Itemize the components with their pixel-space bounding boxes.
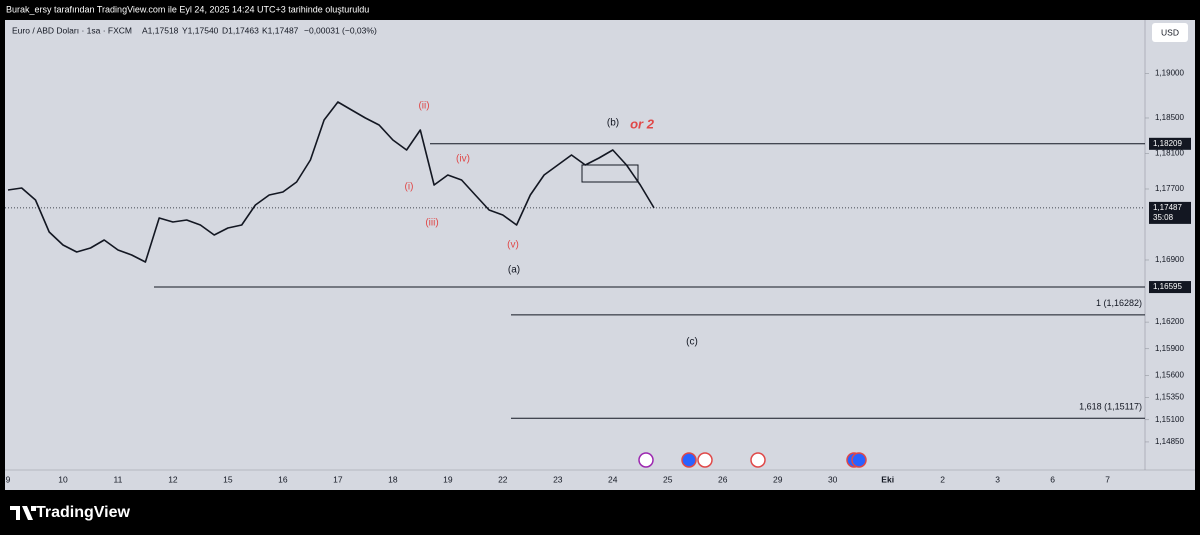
wave-label: (a) — [508, 265, 520, 276]
x-tick-label: 11 — [114, 474, 123, 484]
footer: TradingView — [36, 504, 131, 521]
x-tick-label: 19 — [443, 474, 453, 484]
x-tick-label: 9 — [6, 474, 11, 484]
ohlc: K1,17487 — [262, 25, 299, 35]
x-tick-label: 17 — [333, 474, 343, 484]
x-tick-label: 10 — [58, 474, 68, 484]
annotations: (ii) (i) (iii) (iv) (v) (a) (b) or 2 (c) — [405, 101, 698, 348]
level-label: 1,18209 — [1153, 139, 1182, 148]
event-icon[interactable] — [851, 452, 867, 468]
change: −0,00031 (−0,03%) — [304, 25, 377, 35]
x-tick-label: 15 — [223, 474, 233, 484]
ohlc: Y1,17540 — [182, 25, 219, 35]
event-icons — [638, 452, 867, 468]
x-tick-label: 25 — [663, 474, 673, 484]
x-tick-label: 30 — [828, 474, 838, 484]
current-price-box — [1149, 201, 1191, 224]
x-tick-label: 18 — [388, 474, 398, 484]
currency-button[interactable] — [1152, 23, 1188, 42]
y-tick-label: 1,17700 — [1155, 184, 1184, 193]
x-tick-label: 23 — [553, 474, 563, 484]
wave-label: (b) — [607, 118, 619, 129]
event-icon[interactable] — [638, 452, 654, 468]
level-box — [1149, 281, 1191, 294]
wave-label: (c) — [686, 337, 698, 348]
countdown: 35:08 — [1153, 213, 1174, 222]
level-box — [1149, 137, 1191, 150]
fib-label: 1 (1,16282) — [1096, 298, 1142, 308]
x-tick-label: 6 — [1050, 474, 1055, 484]
level-label: 1,16595 — [1153, 282, 1182, 291]
currency[interactable]: USD — [1161, 27, 1179, 37]
x-tick-label: 16 — [278, 474, 288, 484]
event-icon[interactable] — [750, 452, 766, 468]
symbol: Euro / ABD Doları · 1sa · FXCM — [12, 25, 132, 35]
x-tick-label: 2 — [940, 474, 945, 484]
fib-label: 1,618 (1,15117) — [1079, 402, 1142, 412]
event-icon[interactable] — [681, 452, 697, 468]
x-tick-label: Eki — [881, 474, 894, 484]
y-tick-label: 1,16900 — [1155, 255, 1184, 264]
y-tick-label: 1,19000 — [1155, 69, 1184, 78]
ohlc: D1,17463 — [222, 25, 259, 35]
y-tick-label: 1,18500 — [1155, 113, 1184, 122]
x-tick-label: 26 — [718, 474, 728, 484]
chart-area — [5, 20, 1195, 490]
header: Burak_ersy tarafından TradingView.com il… — [6, 4, 369, 14]
y-tick-label: 1,14850 — [1155, 437, 1184, 446]
ohlc: A1,17518 — [142, 25, 179, 35]
y-tick-label: 1,15100 — [1155, 415, 1184, 424]
price-line — [7, 101, 655, 263]
wave-label: (v) — [507, 240, 519, 251]
logo-mark — [10, 506, 36, 520]
x-tick-label: 3 — [995, 474, 1000, 484]
x-tick-label: 24 — [608, 474, 618, 484]
wave-label: or 2 — [630, 116, 655, 131]
wave-label: (i) — [405, 182, 414, 193]
x-tick-label: 7 — [1105, 474, 1110, 484]
y-tick-label: 1,16200 — [1155, 317, 1184, 326]
x-tick-label: 29 — [773, 474, 783, 484]
wave-label: (iii) — [425, 218, 438, 229]
wave-label: (ii) — [418, 101, 429, 112]
current-price-label: 1,17487 — [1153, 203, 1182, 212]
y-tick-label: 1,18100 — [1155, 149, 1184, 158]
range-box — [581, 164, 639, 183]
event-icon[interactable] — [697, 452, 713, 468]
x-tick-label: 22 — [498, 474, 508, 484]
y-tick-label: 1,15350 — [1155, 393, 1184, 402]
y-tick-label: 1,15600 — [1155, 370, 1184, 379]
x-tick-label: 12 — [168, 474, 178, 484]
wave-label: (iv) — [456, 154, 470, 165]
y-tick-label: 1,15900 — [1155, 344, 1184, 353]
